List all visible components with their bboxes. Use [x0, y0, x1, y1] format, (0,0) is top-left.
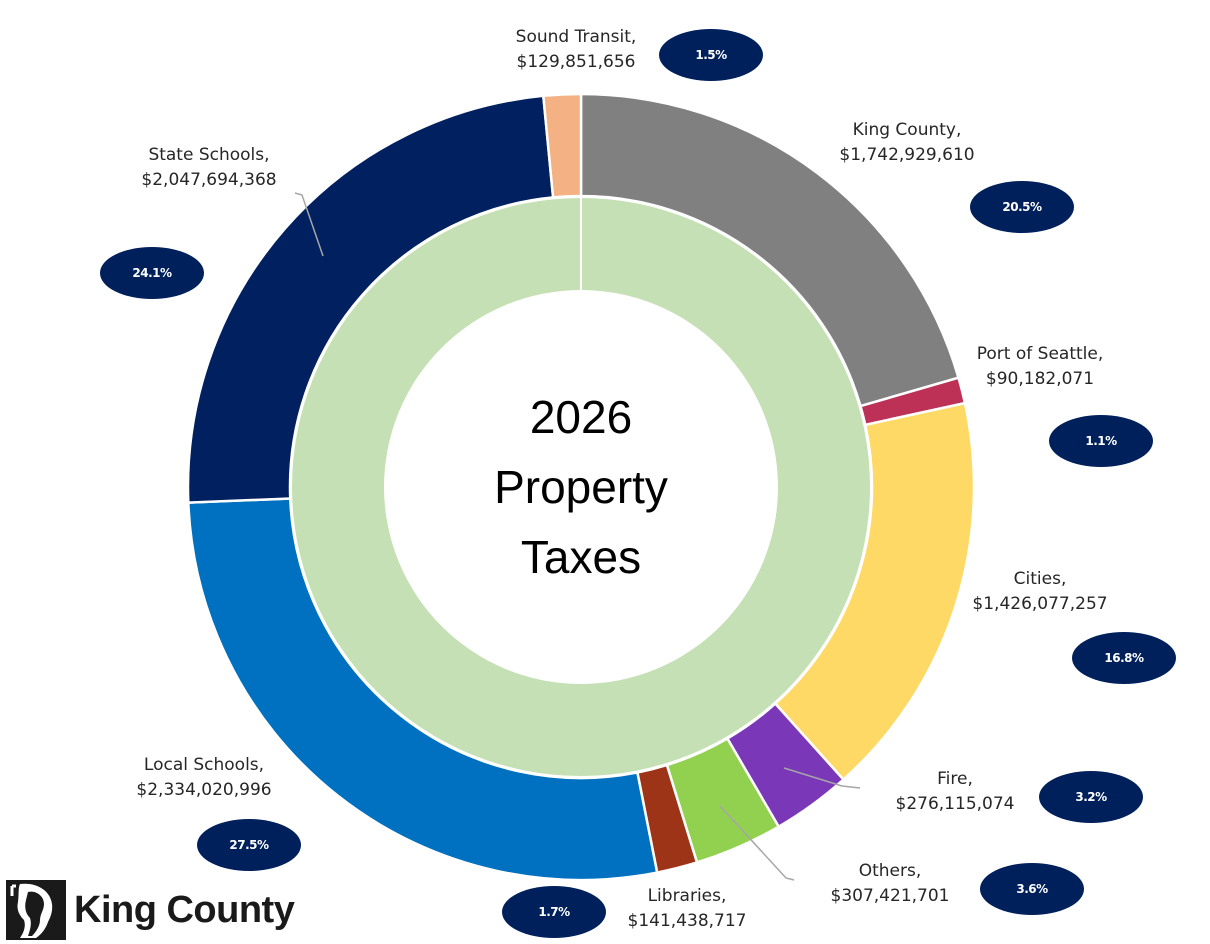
- data-label-name: Cities,: [1013, 569, 1067, 589]
- data-label-value: $307,421,701: [830, 886, 950, 906]
- data-label-value: $129,851,656: [516, 52, 636, 72]
- data-label-value: $276,115,074: [895, 794, 1015, 814]
- data-label: Port of Seattle, $90,182,071: [977, 342, 1103, 392]
- percent-badge: 16.8%: [1072, 632, 1176, 684]
- data-label: King County, $1,742,929,610: [839, 118, 974, 168]
- leader-line: [783, 767, 861, 789]
- percent-badge: 1.5%: [659, 29, 763, 81]
- king-county-emblem-icon: [6, 880, 66, 940]
- title-line-year: 2026: [529, 391, 633, 443]
- data-label: Sound Transit, $129,851,656: [516, 25, 637, 75]
- title-line-property: Property: [494, 461, 668, 513]
- data-label: State Schools, $2,047,694,368: [141, 143, 276, 193]
- leader-line: [719, 805, 795, 881]
- inner-ring-total: [292, 198, 870, 776]
- data-label-name: Others,: [858, 861, 922, 881]
- chart-title: 2026 Property Taxes: [494, 382, 668, 592]
- king-county-logo: King County: [6, 880, 295, 940]
- data-label-name: Libraries,: [647, 886, 727, 906]
- data-label: Fire, $276,115,074: [896, 767, 1015, 817]
- data-label: Cities, $1,426,077,257: [972, 567, 1107, 617]
- data-label-value: $1,742,929,610: [839, 145, 975, 165]
- percent-badge: 27.5%: [197, 819, 301, 871]
- data-label: Others, $307,421,701: [831, 859, 950, 909]
- data-label-value: $2,047,694,368: [141, 170, 277, 190]
- data-label-value: $2,334,020,996: [136, 780, 272, 800]
- data-label-value: $1,426,077,257: [972, 594, 1108, 614]
- data-label-name: Local Schools,: [143, 755, 265, 775]
- percent-badge: 1.1%: [1049, 415, 1153, 467]
- percent-badge: 20.5%: [970, 181, 1074, 233]
- slice-state-schools: [186, 94, 555, 504]
- data-label-name: King County,: [852, 120, 962, 140]
- data-label: Libraries, $141,438,717: [628, 884, 747, 934]
- percent-badge: 24.1%: [100, 247, 204, 299]
- data-label-name: Sound Transit,: [515, 27, 637, 47]
- data-label-name: Fire,: [937, 769, 973, 789]
- data-label-name: State Schools,: [148, 145, 270, 165]
- percent-badge: 3.6%: [980, 863, 1084, 915]
- title-line-taxes: Taxes: [520, 531, 642, 583]
- percent-badge: 1.7%: [502, 886, 606, 938]
- percent-badge: 3.2%: [1039, 771, 1143, 823]
- slice-local-schools: [187, 497, 659, 882]
- data-label: Local Schools, $2,334,020,996: [136, 753, 271, 803]
- data-label-value: $90,182,071: [985, 369, 1095, 389]
- leader-line: [294, 192, 324, 257]
- data-label-name: Port of Seattle,: [976, 344, 1104, 364]
- logo-text: King County: [74, 888, 295, 931]
- slice-sound-transit: [541, 92, 583, 199]
- data-label-value: $141,438,717: [627, 911, 747, 931]
